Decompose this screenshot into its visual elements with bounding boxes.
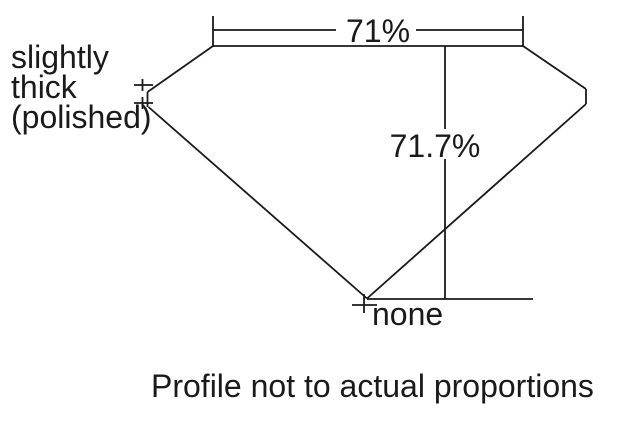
proportions-footnote: Profile not to actual proportions (151, 368, 594, 404)
girdle-thickness-label: slightly thick (polished) (11, 39, 152, 135)
pavilion-right-line (366, 103, 587, 300)
girdle-label-line-1: slightly (11, 39, 109, 75)
depth-percent-value: 71.7% (389, 128, 481, 164)
pavilion-left-line (147, 106, 368, 300)
culet-value: none (372, 296, 444, 332)
girdle-label-line-3: (polished) (11, 99, 152, 135)
crown-right-line (522, 45, 587, 90)
crown-left-line (146, 45, 214, 93)
table-width-value: 71% (345, 13, 411, 49)
girdle-label-line-2: thick (11, 69, 77, 105)
